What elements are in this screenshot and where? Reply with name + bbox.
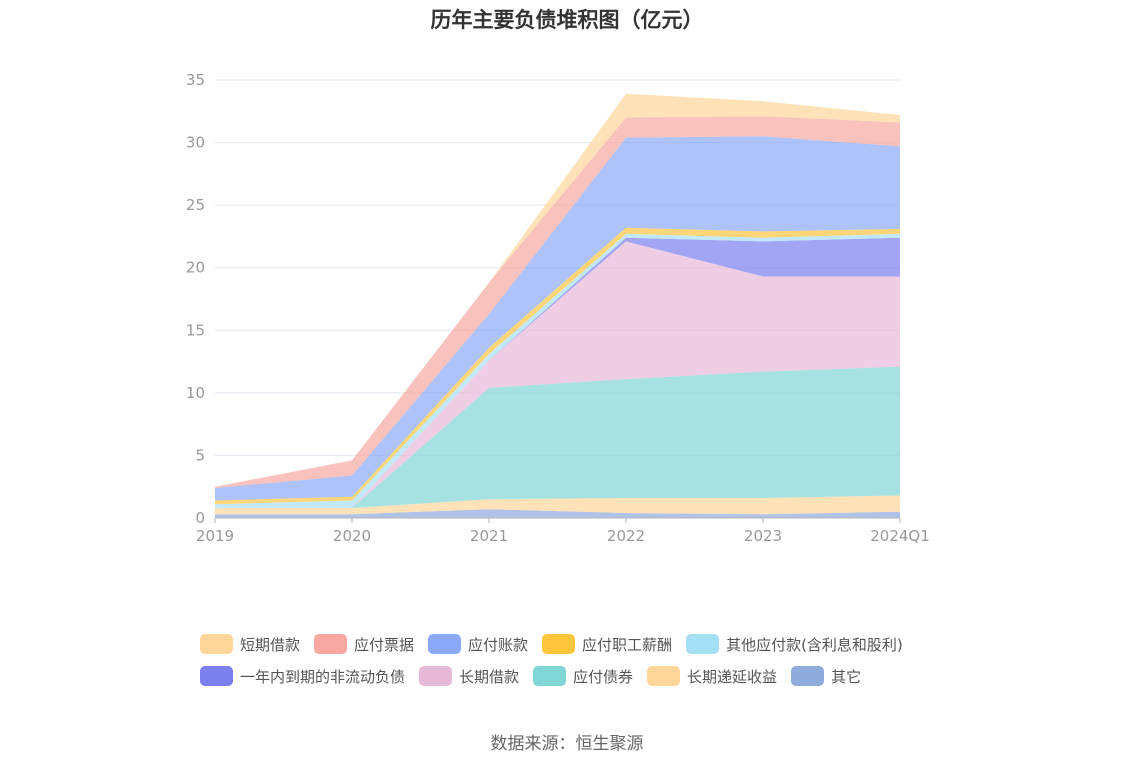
legend-item[interactable]: 应付职工薪酬 [542, 634, 672, 655]
y-tick-label: 10 [186, 384, 205, 402]
y-tick-label: 25 [186, 196, 205, 214]
x-tick-label: 2024Q1 [870, 527, 930, 545]
area-series-4 [215, 237, 900, 508]
area-series-0 [215, 509, 900, 518]
area-series-3 [215, 241, 900, 508]
data-source: 数据来源：恒生聚源 [490, 734, 644, 754]
legend-label: 短期借款 [240, 635, 301, 654]
legend-swatch [533, 666, 567, 686]
legend-item[interactable]: 其他应付款(含利息和股利) [686, 634, 903, 655]
legend-label: 应付账款 [468, 635, 529, 654]
area-series-2 [215, 366, 900, 508]
chart-title: 历年主要负债堆积图（亿元） [430, 8, 704, 32]
legend-label: 应付票据 [354, 635, 415, 654]
legend-item[interactable]: 短期借款 [200, 634, 300, 655]
legend-item[interactable]: 应付账款 [428, 634, 528, 655]
y-tick-label: 0 [195, 509, 205, 527]
legend-item[interactable]: 应付票据 [314, 634, 414, 655]
legend-item[interactable]: 其它 [791, 666, 861, 687]
legend-label: 长期借款 [459, 667, 520, 686]
legend-label: 应付职工薪酬 [582, 635, 673, 654]
x-tick-label: 2021 [470, 527, 508, 545]
legend-swatch [428, 634, 462, 654]
legend-swatch [686, 634, 720, 654]
legend-swatch [200, 666, 233, 686]
x-tick-label: 2020 [333, 527, 371, 545]
chart-legend: 短期借款 应付票据 应付账款 应付职工薪酬 其他应付款(含利息和股利) 一年内到期的非流… [200, 628, 960, 692]
y-tick-label: 30 [186, 134, 205, 152]
legend-swatch [542, 634, 576, 654]
legend-item[interactable]: 一年内到期的非流动负债 [200, 666, 405, 687]
legend-label: 其它 [831, 667, 862, 686]
legend-swatch [200, 634, 233, 654]
legend-label: 长期递延收益 [687, 667, 778, 686]
x-tick-label: 2022 [607, 527, 645, 545]
x-tick-label: 2019 [196, 527, 234, 545]
y-tick-label: 35 [186, 71, 205, 89]
legend-swatch [647, 666, 681, 686]
legend-item[interactable]: 长期借款 [419, 666, 519, 687]
y-tick-label: 15 [186, 321, 205, 339]
legend-swatch [791, 666, 825, 686]
legend-row: 短期借款 应付票据 应付账款 应付职工薪酬 其他应付款(含利息和股利) [200, 628, 960, 660]
legend-item[interactable]: 长期递延收益 [647, 666, 777, 687]
y-tick-label: 20 [186, 259, 205, 277]
area-series-7 [215, 136, 900, 501]
legend-swatch [314, 634, 348, 654]
area-series-1 [215, 495, 900, 515]
legend-label: 其他应付款(含利息和股利) [726, 635, 903, 654]
y-tick-label: 5 [195, 446, 205, 464]
legend-item[interactable]: 应付债券 [533, 666, 633, 687]
legend-label: 应付债券 [573, 667, 634, 686]
legend-label: 一年内到期的非流动负债 [240, 667, 406, 686]
legend-swatch [419, 666, 453, 686]
x-tick-label: 2023 [744, 527, 782, 545]
legend-row: 一年内到期的非流动负债 长期借款 应付债券 长期递延收益 其它 [200, 660, 960, 692]
